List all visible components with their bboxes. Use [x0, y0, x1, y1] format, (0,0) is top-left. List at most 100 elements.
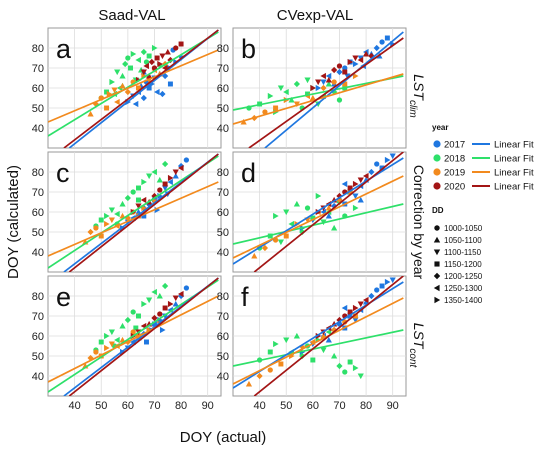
legend-dd-label: 1200-1250	[444, 272, 483, 281]
data-point-2017	[325, 72, 332, 80]
data-point-2017	[172, 300, 179, 307]
data-point-2020	[325, 76, 332, 83]
legend-dd-1100-1150: 1100-1150	[433, 248, 482, 257]
legend-dd-1150-1200: 1150-1200	[434, 260, 482, 269]
data-point-2017	[315, 84, 322, 92]
x-tick-label: 90	[387, 400, 399, 412]
legend-dd-marker	[433, 249, 441, 256]
data-point-2018	[136, 185, 141, 191]
data-point-2020	[352, 55, 359, 62]
y-tick-label: 40	[32, 371, 44, 383]
data-point-2018	[325, 80, 332, 87]
data-point-2020	[159, 53, 166, 60]
data-point-2020	[146, 72, 153, 79]
data-point-2018	[156, 292, 163, 299]
data-point-2020	[177, 164, 184, 172]
data-point-2018	[114, 210, 120, 218]
data-point-2019	[320, 84, 327, 92]
data-point-2019	[273, 105, 279, 111]
y-tick-label: 40	[217, 371, 229, 383]
data-point-2017	[331, 202, 338, 210]
data-point-2020	[362, 50, 370, 57]
legend-fit-label: Linear Fit	[494, 154, 534, 165]
data-point-2018	[141, 178, 147, 186]
y-tick-label: 80	[217, 43, 229, 55]
data-point-2020	[157, 311, 163, 317]
svg-text:LSTcont: LSTcont	[407, 323, 427, 369]
legend-year-marker	[433, 140, 441, 148]
plot-area	[48, 153, 219, 272]
data-point-2019	[309, 94, 316, 101]
data-point-2020	[167, 174, 174, 182]
x-tick-label: 60	[122, 400, 134, 412]
fit-line-2020	[68, 277, 219, 396]
legend-dd-marker	[434, 261, 440, 267]
y-tick-label: 80	[32, 43, 44, 55]
legend-years: 2017 Linear Fit 2018 Linear Fit 2019 Linear F…	[433, 140, 534, 193]
panel-d: 40 50 60 70 80 d	[217, 151, 407, 273]
fit-line-2020	[68, 153, 219, 272]
data-point-2017	[373, 44, 380, 52]
data-point-2020	[352, 180, 359, 188]
y-tick-label: 80	[32, 167, 44, 179]
legend-year-title: year	[432, 123, 448, 132]
data-point-2018	[162, 160, 169, 168]
legend: year 2017 Linear Fit 2018 Linear Fit 2019 Lin…	[432, 123, 534, 305]
y-tick-label: 60	[32, 207, 44, 219]
y-tick-label: 70	[32, 187, 44, 199]
data-point-2020	[347, 309, 353, 315]
legend-dd-marker	[434, 296, 441, 304]
legend-dd-label: 1350-1400	[444, 296, 483, 305]
data-point-2018	[133, 325, 139, 331]
data-point-2019	[293, 101, 300, 108]
data-point-2020	[315, 332, 322, 340]
data-point-2017	[167, 81, 173, 87]
fit-line-2020	[253, 152, 404, 272]
data-point-2017	[162, 72, 169, 80]
legend-year-label: 2019	[444, 168, 465, 179]
fit-line-2018	[233, 329, 404, 367]
data-point-2020	[177, 290, 184, 298]
data-point-2017	[341, 180, 348, 188]
data-point-2018	[104, 212, 110, 220]
x-tick-label: 60	[307, 400, 319, 412]
data-point-2018	[347, 359, 353, 365]
legend-dd-title: DD	[432, 206, 444, 215]
data-point-2017	[143, 339, 149, 345]
column-title-saad: Saad-VAL	[98, 7, 165, 24]
y-tick-label: 50	[217, 351, 229, 363]
data-point-2018	[151, 168, 157, 176]
data-point-2017	[374, 161, 380, 167]
data-point-2018	[109, 78, 115, 86]
data-point-2018	[136, 197, 141, 203]
data-point-2019	[93, 225, 99, 231]
panel-a: 40 50 60 70 80 a	[32, 27, 222, 149]
x-tick-label: 70	[148, 400, 160, 412]
data-point-2018	[124, 316, 131, 324]
data-point-2020	[135, 203, 142, 210]
row-label-3: LSTcont	[407, 323, 427, 369]
legend-dd-label: 1150-1200	[444, 260, 482, 269]
data-point-2019	[331, 79, 337, 85]
data-point-2017	[389, 277, 396, 284]
fit-line-2020	[248, 37, 404, 148]
plot-area	[233, 276, 404, 396]
data-point-2020	[162, 305, 168, 311]
legend-dd-marker	[433, 236, 441, 243]
data-point-2018	[122, 60, 129, 68]
data-point-2018	[304, 205, 311, 211]
data-point-2017	[167, 178, 173, 186]
legend-year-2018: 2018 Linear Fit	[433, 154, 534, 165]
data-point-2019	[124, 88, 131, 96]
legend-dd-label: 1000-1050	[444, 224, 483, 233]
data-point-2019	[325, 204, 332, 211]
data-point-2017	[320, 79, 327, 86]
data-point-2020	[315, 208, 322, 216]
data-point-2019	[106, 90, 113, 98]
data-point-2020	[178, 41, 184, 47]
data-point-2018	[299, 352, 306, 360]
y-tick-label: 50	[32, 227, 44, 239]
data-point-2018	[273, 340, 279, 348]
data-point-2019	[245, 380, 253, 387]
